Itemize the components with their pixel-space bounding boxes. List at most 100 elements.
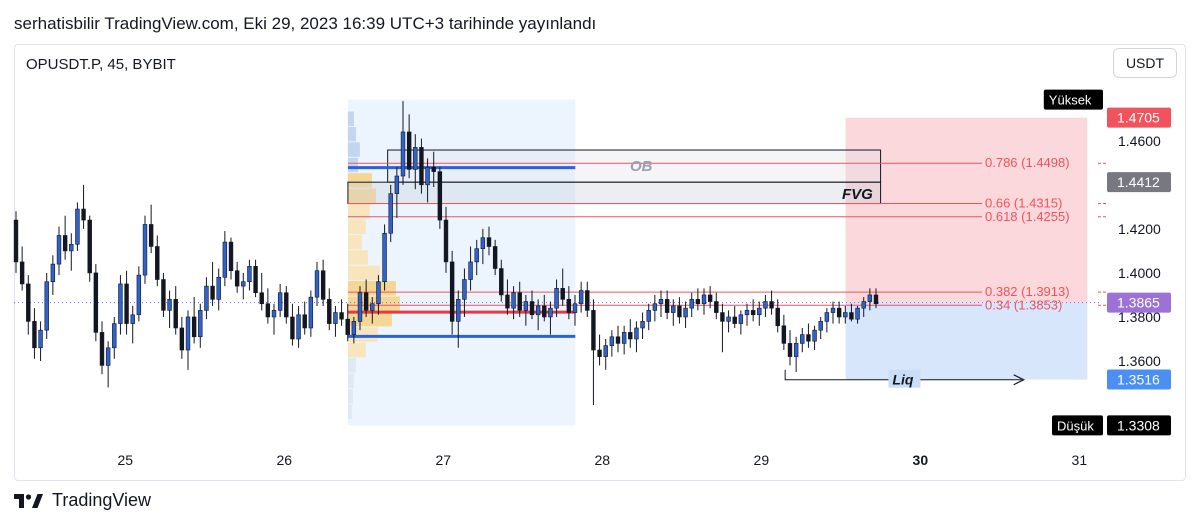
candle-body — [357, 292, 363, 322]
candle-body — [44, 281, 49, 331]
candle-body — [87, 219, 92, 274]
candle-body — [646, 310, 651, 322]
volume-profile-bar — [347, 373, 354, 389]
candle-body — [511, 292, 516, 309]
candle-body — [185, 316, 191, 351]
candle-body — [290, 316, 295, 340]
x-tick-label: 28 — [595, 452, 611, 468]
candle-body — [720, 312, 725, 322]
candle-body — [19, 261, 25, 285]
y-tick-label: 1.4200 — [1118, 221, 1161, 237]
currency-button[interactable]: USDT — [1113, 48, 1177, 78]
candle-body — [351, 321, 357, 335]
candle-body — [314, 270, 320, 298]
candle-body — [234, 270, 240, 287]
fib-level-label: 0.382 (1.3913) — [985, 284, 1070, 299]
candle-body — [529, 301, 535, 316]
candle-body — [105, 347, 111, 366]
price-tag-bg — [1052, 415, 1103, 436]
candle-body — [26, 283, 31, 322]
candle-body — [812, 329, 817, 342]
x-tick-label: 27 — [436, 452, 452, 468]
publish-header: serhatisbilir TradingView.com, Eki 29, 2… — [14, 14, 597, 33]
candle-body — [118, 283, 123, 324]
volume-profile-bar — [347, 265, 380, 281]
candle-body — [634, 327, 639, 340]
candle-body — [689, 299, 694, 309]
candle-body — [818, 321, 823, 331]
candle-body — [621, 332, 627, 344]
candle-body — [400, 131, 406, 177]
candle-body — [124, 283, 129, 324]
candle-body — [572, 303, 578, 313]
fvg-label: FVG — [842, 186, 873, 203]
take-profit-zone — [845, 302, 1088, 380]
x-tick-label: 25 — [118, 452, 134, 468]
liq-label-bg — [888, 369, 921, 388]
price-tag-label: Düşük — [1057, 418, 1094, 433]
candle-body — [781, 325, 787, 344]
candle-body — [793, 343, 799, 357]
volume-profile-bar — [347, 126, 356, 142]
candle-body — [62, 235, 68, 252]
x-tick-label: 29 — [754, 452, 770, 468]
candle-body — [585, 290, 590, 311]
candle-body — [155, 246, 160, 280]
candle-body — [50, 263, 56, 283]
y-tick-label: 1.4600 — [1118, 133, 1161, 149]
candle-body — [499, 268, 504, 296]
candle-body — [161, 279, 166, 311]
candle-body — [480, 237, 486, 249]
candle-body — [437, 171, 443, 221]
candle-body — [56, 235, 62, 265]
candle-body — [658, 299, 664, 305]
volume-profile-bar — [347, 142, 360, 157]
candle-body — [13, 219, 19, 263]
chart-frame — [14, 44, 1186, 481]
price-label-bg — [1107, 369, 1171, 390]
candle-body — [707, 294, 713, 302]
candle-body — [744, 310, 750, 316]
price-label-bg — [1107, 107, 1171, 128]
volume-profile-bar — [347, 173, 372, 188]
candle-body — [830, 307, 836, 313]
candle-body — [664, 299, 670, 313]
candle-body — [431, 166, 436, 172]
candle-body — [75, 208, 80, 245]
volume-profile-bar — [347, 157, 358, 173]
footer-brand-text: TradingView — [52, 490, 152, 510]
candle-body — [873, 294, 879, 305]
candle-body — [425, 166, 430, 186]
candle-body — [486, 237, 492, 247]
liq-arrow[interactable] — [784, 369, 1022, 381]
candle-body — [769, 301, 774, 309]
volume-profile-bar — [347, 342, 366, 358]
fib-level-label: 0.66 (1.4315) — [985, 196, 1062, 211]
candle-body — [333, 312, 338, 324]
candle-body — [179, 327, 185, 351]
candle-body — [413, 147, 418, 170]
candle-body — [302, 314, 307, 329]
candle-body — [763, 301, 768, 309]
candle-body — [615, 336, 621, 344]
candle-body — [173, 299, 178, 329]
candle-body — [148, 224, 154, 247]
candle-body — [93, 272, 99, 333]
volume-profile-range — [347, 99, 576, 426]
footer-brand[interactable]: TradingView — [14, 490, 151, 511]
fib-level-label: 0.34 (1.3853) — [985, 297, 1062, 312]
candle-body — [456, 299, 461, 322]
fib-level-label: 0.786 (1.4498) — [985, 155, 1070, 170]
candle-body — [517, 292, 522, 311]
candle-body — [81, 208, 86, 221]
candle-body — [130, 314, 135, 324]
volume-profile-bar — [347, 250, 368, 265]
candle-body — [738, 314, 744, 324]
x-tick-label: 31 — [1072, 452, 1088, 468]
symbol-label[interactable]: OPUSDT.P, 45, BYBIT — [26, 56, 176, 73]
candle-body — [726, 316, 731, 322]
candle-body — [394, 175, 400, 194]
x-tick-label: 26 — [277, 452, 293, 468]
candle-body — [855, 307, 860, 320]
